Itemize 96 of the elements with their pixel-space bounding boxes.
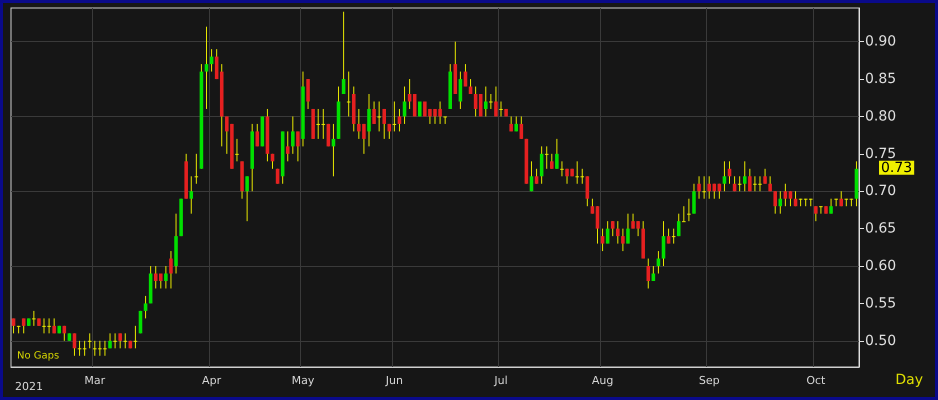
candlestick [138,310,142,334]
candlestick [291,116,295,154]
candlestick [763,168,767,184]
x-tick-label: Sep [698,374,720,387]
y-tick-label: 0.60 [865,258,896,274]
y-tick-label: 0.75 [865,146,896,162]
candlestick [164,266,168,289]
candlestick [550,153,554,170]
y-tick-label: 0.55 [865,295,896,312]
candlestick [464,64,468,88]
candlestick [367,94,371,147]
candlestick [738,176,742,192]
x-tick-label: Jun [384,374,403,387]
candlestick [270,153,274,170]
candlestick [728,160,732,184]
candlestick [12,318,16,334]
candlestick [687,198,691,222]
candlestick [509,116,513,132]
candlestick [560,160,564,177]
candlestick [514,116,518,132]
x-tick-label: Mar [84,374,106,387]
candlestick [169,250,173,289]
candlestick [210,48,214,72]
text: 0.73 [881,160,912,176]
y-tick-label: 0.85 [865,71,896,88]
x-tick-label: May [292,374,315,387]
candlestick [32,310,36,326]
candlestick [346,71,350,117]
candlestick [672,228,676,244]
candlestick [88,332,92,349]
candlestick [468,78,472,95]
candlestick [544,146,548,170]
y-tick-label: 0.50 [865,332,896,349]
candlestick [72,332,76,356]
candlestick [606,220,610,244]
candlestick [692,183,696,214]
candlestick [646,258,650,289]
candlestick [534,168,538,184]
candlestick [742,160,747,192]
candlestick [610,220,614,237]
annotation: No Gaps [17,350,60,362]
candlestick [402,86,406,124]
candlestick [458,71,462,110]
y-tick-label: 0.65 [865,220,896,237]
candlestick [134,325,138,349]
candlestick [342,11,346,95]
text: Day [895,372,924,388]
candlestick [499,100,503,117]
candlestick [697,176,701,200]
candlestick [62,325,66,342]
candlestick [377,100,381,132]
candlestick [332,123,336,177]
candlestick [286,130,290,162]
y-tick-label: 0.80 [865,108,896,124]
candlestick [768,176,772,192]
x-tick-label: Oct [806,374,826,387]
candlestick [778,190,782,214]
candlestick [306,78,310,110]
candlestick [702,176,706,200]
candlestick [245,176,249,222]
candlestick [520,116,524,140]
candlestick [118,332,122,349]
candlestick [113,332,117,349]
candlestick [144,295,148,319]
candlestick [418,100,422,117]
candlestick [235,138,239,162]
y-tick-label: 0.70 [865,183,896,200]
candlestick [22,318,26,334]
candlestick [621,228,625,252]
candlestick [123,332,128,349]
candlestick [626,213,630,244]
candlestick [722,160,726,192]
candlestick [662,220,666,267]
candlestick [600,228,604,252]
candlestick [616,220,620,244]
candlestick [773,190,777,214]
y-tick-label: 0.90 [865,34,896,50]
candlestick [392,100,396,132]
candlestick [398,108,402,132]
candlestick [652,266,656,282]
candlestick [555,138,559,170]
candlestick [194,153,198,184]
x-tick-label: Apr [202,374,222,387]
candlestick [189,176,194,214]
candlestick [276,168,280,184]
candlestick [656,250,660,274]
candlestick [204,26,208,110]
candlestick [530,160,534,192]
candlestick [682,206,686,222]
x-tick-label: Jul [493,374,508,387]
x-tick-label: Aug [592,374,614,387]
candlestick [489,94,493,110]
candlestick [296,130,300,162]
text: 2021 [15,380,43,393]
candlestick [256,123,260,147]
candlestick [829,198,833,214]
